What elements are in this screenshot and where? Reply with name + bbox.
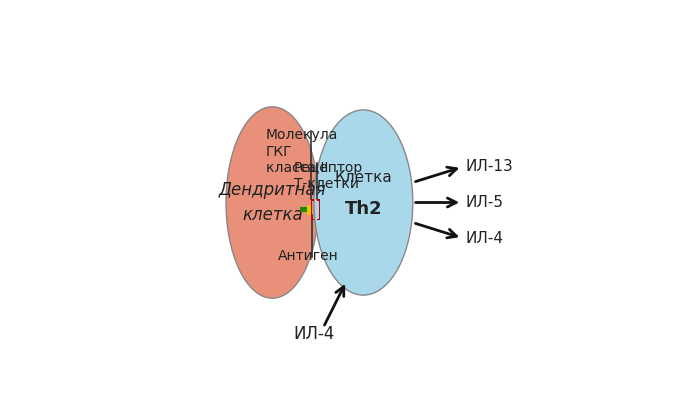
- Bar: [311, 219, 314, 221]
- Text: клетка: клетка: [242, 206, 302, 224]
- Text: Дендритная: Дендритная: [218, 181, 326, 199]
- Bar: [319, 199, 321, 221]
- Bar: [311, 199, 312, 221]
- Bar: [317, 199, 321, 201]
- Text: ИЛ-13: ИЛ-13: [466, 160, 513, 174]
- Bar: [317, 219, 321, 221]
- Text: Th2: Th2: [344, 200, 382, 218]
- Bar: [307, 205, 312, 215]
- Ellipse shape: [226, 107, 318, 298]
- Text: Рецептор
Т-клетки: Рецептор Т-клетки: [294, 161, 363, 191]
- Text: Клетка: Клетка: [335, 170, 392, 185]
- Text: ИЛ-5: ИЛ-5: [466, 195, 503, 210]
- Text: Антиген: Антиген: [277, 249, 338, 263]
- Bar: [300, 207, 310, 213]
- Bar: [311, 199, 314, 201]
- Text: Молекула
ГКГ
класса II: Молекула ГКГ класса II: [266, 128, 339, 175]
- Ellipse shape: [314, 110, 413, 295]
- Text: ИЛ-4: ИЛ-4: [293, 325, 335, 343]
- Text: ИЛ-4: ИЛ-4: [466, 231, 503, 245]
